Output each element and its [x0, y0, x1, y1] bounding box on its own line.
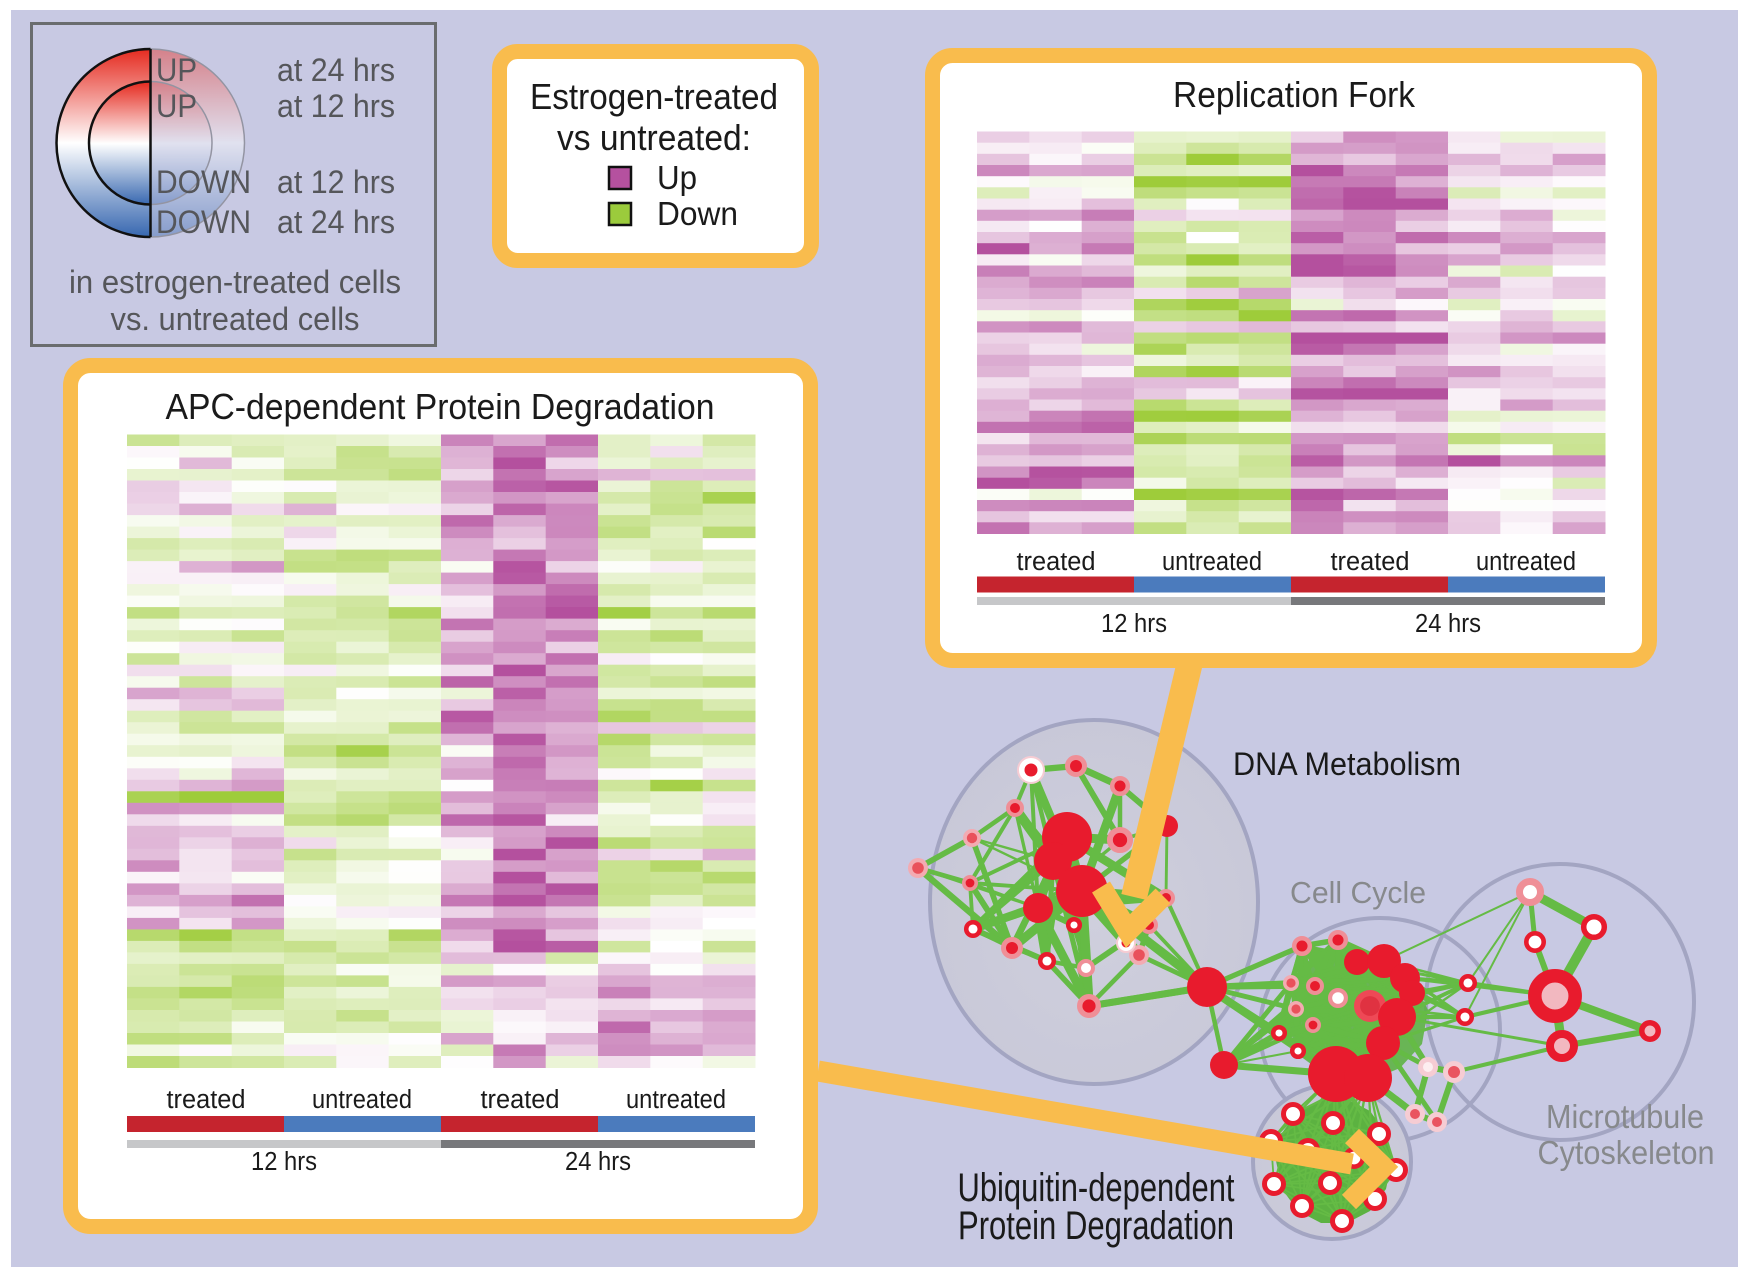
svg-text:untreated: untreated: [1476, 548, 1576, 576]
svg-text:treated: treated: [167, 1086, 246, 1114]
svg-text:24 hrs: 24 hrs: [1415, 610, 1481, 638]
svg-text:Replication Fork: Replication Fork: [1173, 74, 1416, 115]
svg-text:treated: treated: [481, 1086, 560, 1114]
svg-text:24 hrs: 24 hrs: [565, 1148, 631, 1176]
svg-text:Protein Degradation: Protein Degradation: [958, 1204, 1234, 1248]
svg-text:Cell Cycle: Cell Cycle: [1290, 875, 1426, 910]
svg-text:UP: UP: [156, 88, 197, 124]
svg-text:vs untreated:: vs untreated:: [557, 117, 751, 158]
svg-text:12 hrs: 12 hrs: [1101, 610, 1167, 638]
svg-text:Estrogen-treated: Estrogen-treated: [530, 76, 778, 117]
svg-text:at 12 hrs: at 12 hrs: [277, 88, 395, 124]
svg-text:DOWN: DOWN: [156, 204, 251, 240]
svg-text:at 12 hrs: at 12 hrs: [277, 164, 395, 200]
svg-text:DNA Metabolism: DNA Metabolism: [1233, 746, 1461, 782]
svg-text:APC-dependent Protein Degradat: APC-dependent Protein Degradation: [166, 386, 715, 427]
svg-text:at 24 hrs: at 24 hrs: [277, 52, 395, 88]
svg-text:treated: treated: [1331, 548, 1410, 576]
svg-text:Microtubule: Microtubule: [1546, 1098, 1704, 1135]
svg-text:in estrogen-treated cells: in estrogen-treated cells: [69, 264, 401, 300]
svg-text:Down: Down: [657, 195, 738, 232]
svg-text:untreated: untreated: [312, 1086, 412, 1114]
svg-text:vs. untreated cells: vs. untreated cells: [111, 301, 360, 337]
svg-text:12 hrs: 12 hrs: [251, 1148, 317, 1176]
svg-text:UP: UP: [156, 52, 197, 88]
svg-text:untreated: untreated: [1162, 548, 1262, 576]
svg-text:untreated: untreated: [626, 1086, 726, 1114]
svg-text:at 24 hrs: at 24 hrs: [277, 204, 395, 240]
svg-text:Up: Up: [657, 159, 697, 196]
svg-text:Cytoskeleton: Cytoskeleton: [1538, 1134, 1715, 1171]
svg-text:treated: treated: [1017, 548, 1096, 576]
svg-text:Ubiquitin-dependent: Ubiquitin-dependent: [958, 1166, 1235, 1210]
svg-text:DOWN: DOWN: [156, 164, 251, 200]
